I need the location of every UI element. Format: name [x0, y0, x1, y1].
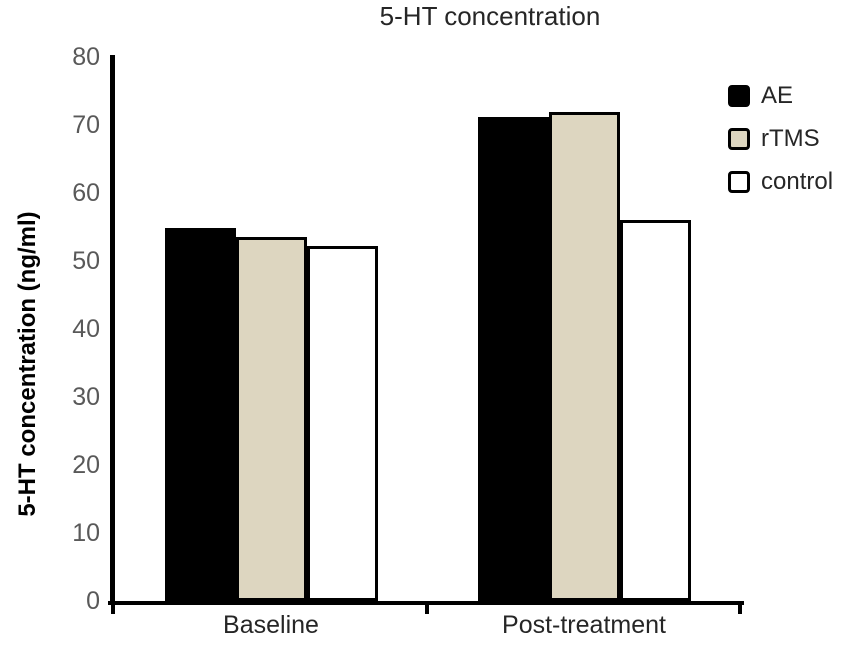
category-label-baseline: Baseline — [223, 611, 319, 639]
legend: AE rTMS control — [728, 82, 833, 211]
bar-ae-baseline — [164, 228, 236, 601]
legend-item-ae: AE — [728, 82, 833, 109]
legend-marker-ae-icon — [728, 84, 750, 107]
legend-item-rtms: rTMS — [728, 125, 833, 152]
legend-marker-control-icon — [728, 170, 750, 193]
bar-rtms-baseline — [235, 236, 307, 601]
category-label-post-treatment: Post-treatment — [502, 611, 666, 639]
x-tick-mark-0 — [111, 601, 115, 614]
y-tick-label-30: 30 — [72, 383, 100, 411]
y-tick-label-20: 20 — [72, 451, 100, 479]
bar-control-post-treatment — [619, 220, 691, 601]
legend-label-control: control — [761, 167, 834, 195]
bar-ae-post-treatment — [477, 116, 549, 601]
x-tick-mark-1 — [424, 601, 429, 614]
legend-label-rtms: rTMS — [761, 124, 820, 152]
x-tick-mark-2 — [738, 601, 742, 614]
chart-title: 5-HT concentration — [379, 1, 601, 31]
y-tick-label-50: 50 — [72, 247, 100, 275]
y-tick-label-80: 80 — [72, 43, 100, 71]
legend-marker-rtms-icon — [728, 127, 750, 150]
legend-item-control: control — [728, 168, 833, 195]
y-tick-label-0: 0 — [86, 587, 100, 615]
y-tick-label-70: 70 — [72, 111, 100, 139]
y-tick-label-40: 40 — [72, 315, 100, 343]
bar-control-baseline — [306, 246, 378, 601]
y-axis-line — [110, 55, 115, 605]
bar-rtms-post-treatment — [548, 112, 620, 601]
legend-label-ae: AE — [761, 81, 794, 109]
y-tick-label-10: 10 — [72, 519, 100, 547]
y-tick-label-60: 60 — [72, 179, 100, 207]
